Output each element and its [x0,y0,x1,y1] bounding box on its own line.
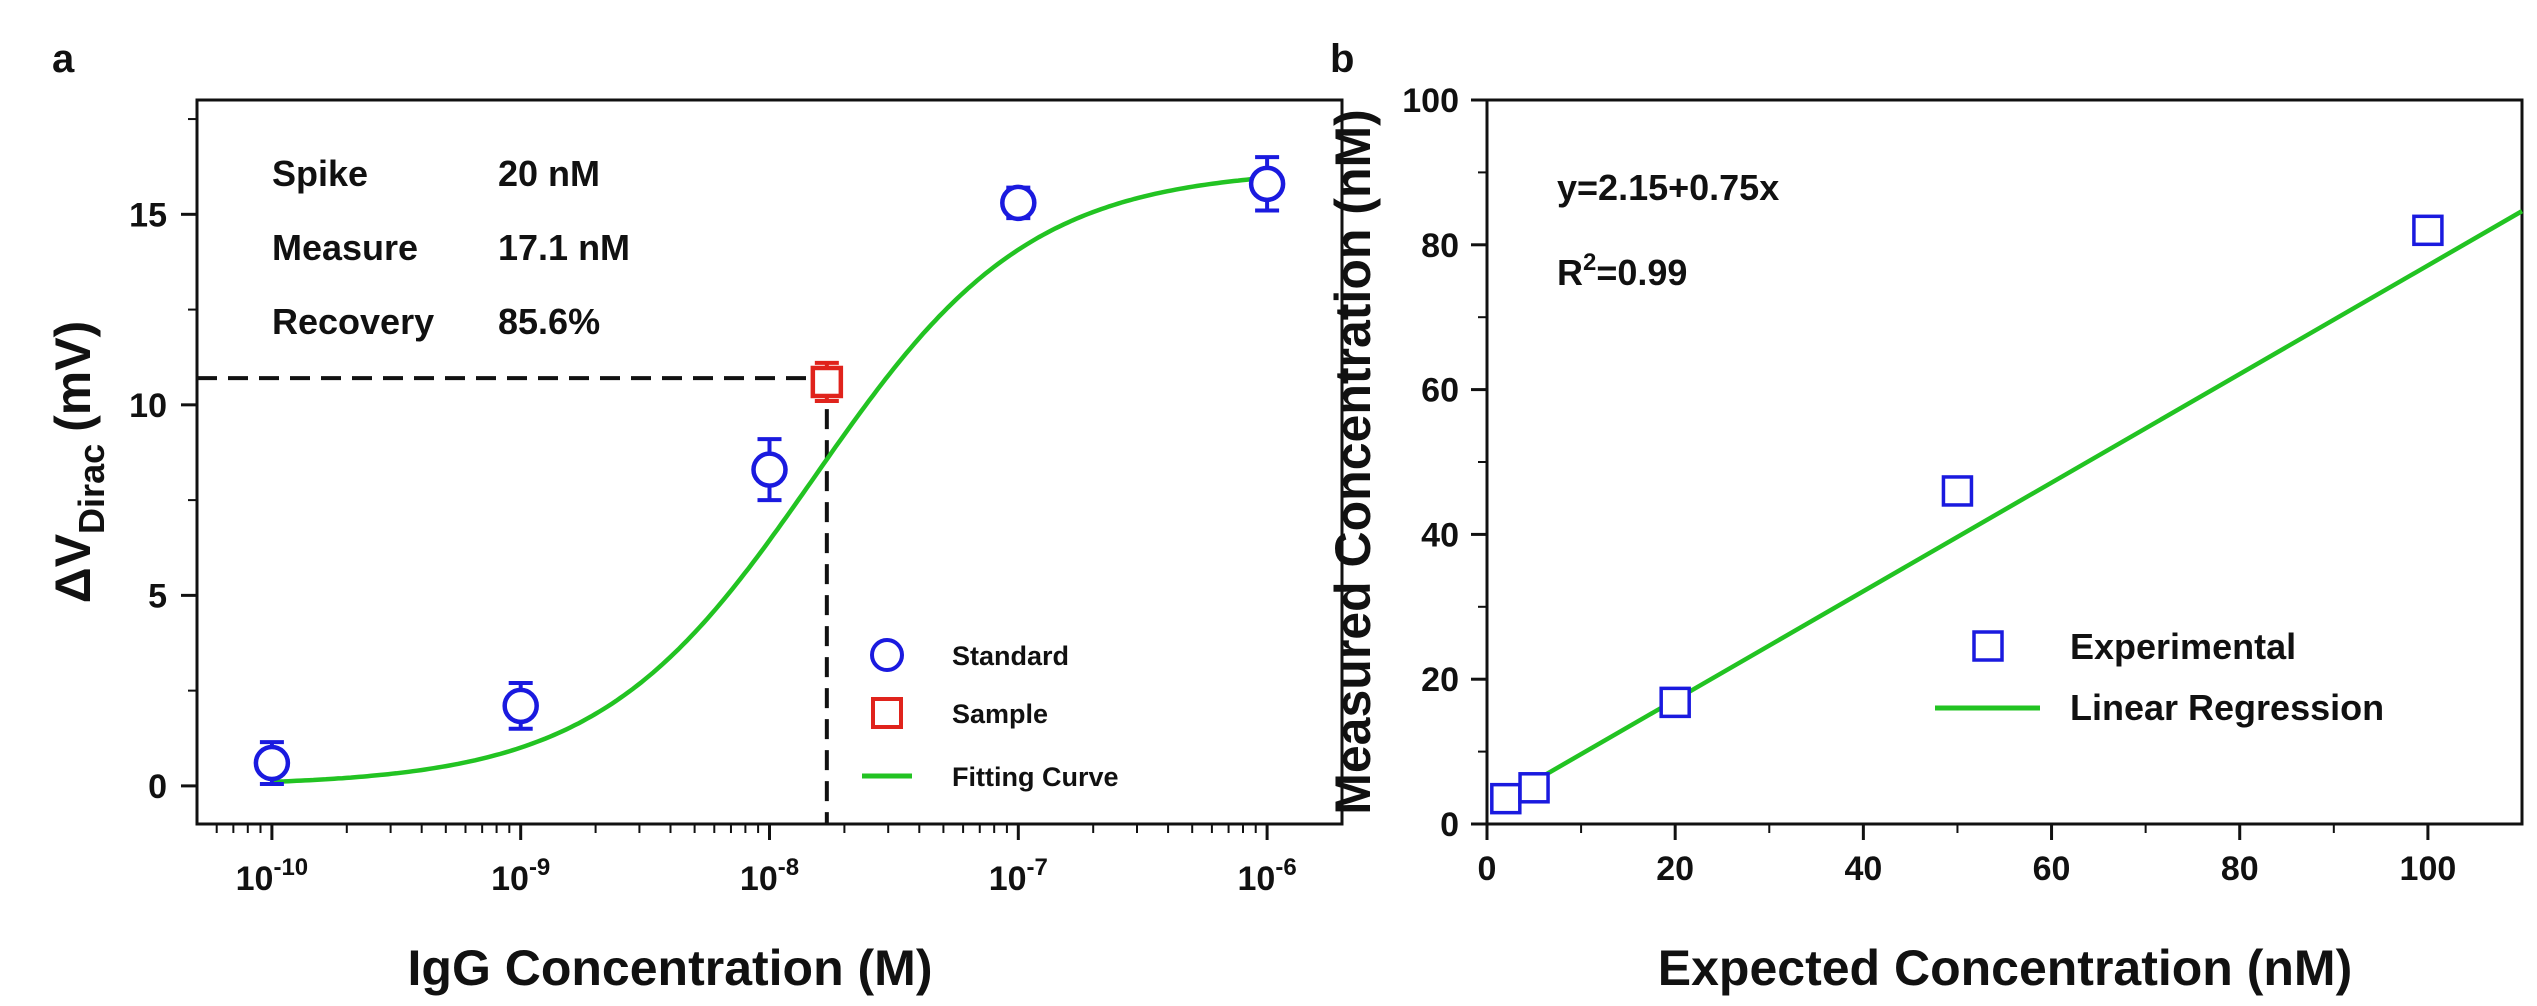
x-tick-label-base: 10 [740,860,778,898]
y-tick-label: 10 [129,387,167,425]
r-squared-superscript: 2 [1583,249,1596,276]
legend-standard-marker [870,638,904,672]
panel-a-guide-lines [197,376,829,824]
panel-a-legend: Standard Sample Fitting Curve [862,638,1119,792]
y-tick-label: 15 [129,196,167,234]
panel-b-y-axis-title: Measured Concentration (nM) [1325,109,1381,815]
annotation-spike-label: Spike [272,153,368,194]
legend-sample-label: Sample [952,699,1048,729]
y-tick-label: 0 [148,768,167,806]
x-tick-label: 10-10 [236,854,309,898]
y-tick-label: 0 [1440,806,1459,844]
x-tick-label-exponent: -6 [1275,854,1296,881]
x-tick-label: 10-7 [989,854,1048,898]
x-tick-label: 40 [1844,850,1882,888]
experimental-point [1518,772,1550,804]
x-tick-label: 60 [2033,850,2071,888]
annotation-measure-value: 17.1 nM [498,227,630,268]
x-tick-label: 100 [2400,850,2457,888]
x-tick-label: 10-8 [740,854,799,898]
legend-experimental-label: Experimental [2070,626,2296,667]
regression-equation: y=2.15+0.75x [1557,167,1779,208]
y-tick-label: 100 [1402,82,1459,120]
annotation-recovery-label: Recovery [272,301,434,342]
legend-sample-marker [871,697,903,729]
experimental-point [1490,782,1522,815]
panel-b-tick-labels: 0 20 40 60 80 100 0 20 40 60 80 100 [1402,82,2456,888]
experimental-point [2412,214,2444,247]
panel-a-y-axis-title: ΔVDirac (mV) [45,321,112,603]
r-squared-prefix: R [1557,252,1583,293]
sample-point [810,365,844,399]
legend-fitting-curve-label: Fitting Curve [952,762,1119,792]
panel-a-ticks [181,118,1269,840]
panel-a-x-axis-title: IgG Concentration (M) [408,940,933,996]
y-tick-label: 40 [1421,516,1459,554]
legend-standard-label: Standard [952,641,1069,671]
panel-a-annotation: Spike 20 nM Measure 17.1 nM Recovery 85.… [272,153,630,342]
standard-point [1248,165,1286,203]
annotation-spike-value: 20 nM [498,153,600,194]
annotation-recovery-value: 85.6% [498,301,600,342]
panel-b-x-axis-title: Expected Concentration (nM) [1658,940,2352,996]
experimental-point [1659,686,1691,719]
y-axis-title-main: ΔV [45,533,101,603]
x-tick-label: 0 [1478,850,1497,888]
annotation-measure-label: Measure [272,227,418,268]
panel-b-legend: Experimental Linear Regression [1935,626,2384,728]
panel-a-markers [253,155,1286,786]
x-tick-label-exponent: -10 [273,854,308,881]
panel-a-letter: a [52,37,75,81]
standard-point [751,451,788,488]
linear-regression-line [1532,209,2524,784]
experimental-point [1941,475,1974,507]
x-tick-label: 10-6 [1238,854,1297,898]
y-tick-label: 60 [1421,372,1459,410]
y-axis-title-unit: (mV) [45,321,101,432]
y-axis-title-subscript: Dirac [71,444,112,534]
r-squared-suffix: =0.99 [1596,252,1687,293]
x-tick-label-exponent: -8 [778,854,799,881]
panel-b-markers [1490,214,2444,815]
x-tick-label: 80 [2221,850,2259,888]
legend-linear-regression-label: Linear Regression [2070,687,2384,728]
standard-point [502,687,539,725]
fitting-curve-line [271,175,1268,785]
x-tick-label-base: 10 [491,860,529,898]
y-tick-label: 80 [1421,227,1459,265]
x-tick-label-exponent: -9 [529,854,550,881]
y-tick-label: 5 [148,577,167,615]
x-tick-label: 10-9 [491,854,550,898]
x-tick-label-base: 10 [236,860,274,898]
x-tick-label-exponent: -7 [1027,854,1048,881]
legend-experimental-marker [1972,630,2004,662]
panel-b-letter: b [1330,37,1354,81]
x-tick-label: 20 [1656,850,1694,888]
standard-point [1000,184,1037,222]
x-tick-label-base: 10 [989,860,1027,898]
r-squared-text: R2=0.99 [1557,249,1687,293]
y-tick-label: 20 [1421,661,1459,699]
x-tick-label-base: 10 [1238,860,1276,898]
standard-point [253,744,291,782]
panel-b-ticks [1471,98,2430,840]
